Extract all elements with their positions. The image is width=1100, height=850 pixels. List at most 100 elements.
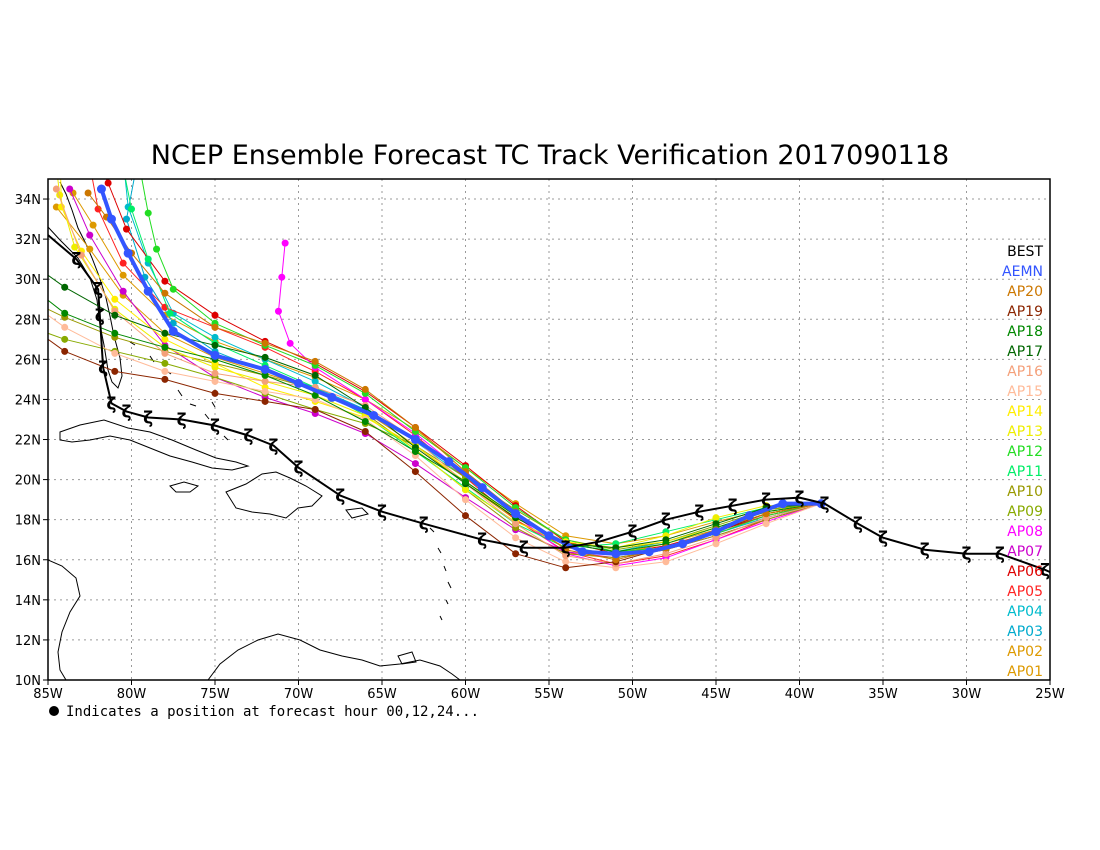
track-position-dot (612, 556, 620, 564)
hurricane-symbol-icon: ζ (98, 358, 108, 378)
track-position-dot (477, 483, 487, 493)
x-tick-label: 40W (785, 687, 815, 702)
hurricane-symbol-icon: ζ (106, 394, 116, 414)
track-position-dot (210, 350, 220, 360)
track-position-dot (644, 547, 654, 557)
hurricane-symbol-icon: ζ (419, 515, 429, 535)
track-position-dot (168, 326, 178, 336)
track-position-dot (122, 215, 130, 223)
x-axis-ticks: 85W 80W 75W 70W 65W 60W 55W 50W 45W 40W 35W 30W 25W (33, 680, 1065, 702)
track-position-dot (444, 457, 454, 467)
track-position-dot (161, 329, 169, 337)
legend-entry-ap17: AP17 (1007, 344, 1043, 360)
hurricane-symbol-icon: ζ (794, 489, 804, 509)
track-ap03 (122, 179, 825, 560)
track-position-dot (512, 520, 520, 528)
hurricane-symbol-icon: ζ (519, 539, 529, 559)
track-position-dot (144, 255, 152, 263)
florida-coast (48, 181, 123, 389)
track-position-dot (361, 385, 369, 393)
legend-entry-ap18: AP18 (1007, 324, 1043, 340)
grid (48, 179, 1050, 680)
track-ap14 (56, 135, 825, 552)
track-position-dot (361, 428, 369, 436)
legend-entry-ap12: AP12 (1007, 444, 1043, 460)
y-tick-label: 30N (15, 273, 41, 288)
track-line (87, 192, 822, 561)
y-tick-label: 18N (15, 514, 41, 529)
track-position-dot (327, 392, 337, 402)
track-position-dot (678, 539, 688, 549)
central-america (48, 559, 81, 680)
hurricane-symbol-icon: ζ (920, 541, 930, 561)
south-america (207, 633, 461, 680)
track-position-dot (96, 184, 106, 194)
track-position-dot (410, 435, 420, 445)
hurricane-symbol-icon: ζ (177, 410, 187, 430)
track-position-dot (95, 155, 102, 162)
track-position-dot (66, 185, 74, 193)
track-position-dot (462, 486, 469, 494)
track-position-dot (52, 203, 60, 211)
track-position-dot (161, 335, 169, 343)
track-position-dot (778, 499, 788, 509)
x-tick-label: 65W (367, 687, 397, 702)
track-position-dot (462, 512, 469, 520)
y-tick-label: 34N (15, 193, 41, 208)
track-ap11 (124, 179, 825, 552)
track-aemn (96, 184, 826, 559)
track-line (57, 179, 822, 549)
track-position-dot (512, 534, 520, 542)
track-position-dot (52, 185, 60, 193)
legend-entry-ap07: AP07 (1007, 544, 1043, 560)
track-position-dot (153, 245, 161, 253)
track-position-dot (161, 359, 169, 367)
track-ap20 (84, 189, 825, 564)
track-position-dot (56, 135, 63, 142)
hurricane-symbol-icon: ζ (71, 250, 81, 270)
track-position-dot (311, 405, 319, 413)
track-position-dot (286, 339, 294, 347)
track-position-dot (61, 283, 69, 291)
track-position-dot (111, 295, 119, 303)
track-position-dot (311, 357, 319, 365)
x-tick-label: 80W (117, 687, 147, 702)
y-tick-label: 32N (15, 233, 41, 248)
track-position-dot (311, 377, 319, 385)
track-position-dot (120, 155, 127, 162)
track-position-dot (211, 311, 219, 319)
track-ap17 (48, 274, 825, 552)
track-position-dot (744, 511, 754, 521)
hurricane-symbol-icon: ζ (377, 503, 387, 523)
legend-entry-ap04: AP04 (1007, 604, 1043, 620)
x-tick-label: 60W (451, 687, 481, 702)
track-position-dot (119, 259, 127, 267)
track-position-dot (77, 251, 85, 259)
track-position-dot (119, 271, 127, 279)
hurricane-symbol-icon: ζ (268, 437, 278, 457)
track-line (69, 188, 822, 559)
hurricane-symbol-icon: ζ (121, 402, 131, 422)
track-position-dot (84, 189, 92, 197)
track-position-dot (512, 550, 520, 558)
hurricane-symbol-icon: ζ (728, 497, 738, 517)
track-position-dot (61, 335, 69, 343)
hurricane-symbol-icon: ζ (995, 545, 1005, 565)
trinidad (397, 651, 417, 665)
track-position-dot (128, 205, 135, 213)
legend-entry-ap06: AP06 (1007, 564, 1043, 580)
cuba (59, 419, 250, 471)
track-line (56, 206, 822, 555)
track-position-dot (144, 209, 152, 217)
track-position-dot (411, 460, 419, 468)
track-position-dot (111, 311, 119, 319)
track-position-dot (111, 349, 119, 357)
track-position-dot (411, 448, 419, 456)
track-position-dot (123, 248, 133, 258)
track-position-dot (106, 214, 116, 224)
legend-entry-ap20: AP20 (1007, 284, 1043, 300)
track-position-dot (161, 289, 169, 297)
track-position-dot (562, 564, 570, 572)
track-position-dot (161, 343, 169, 351)
